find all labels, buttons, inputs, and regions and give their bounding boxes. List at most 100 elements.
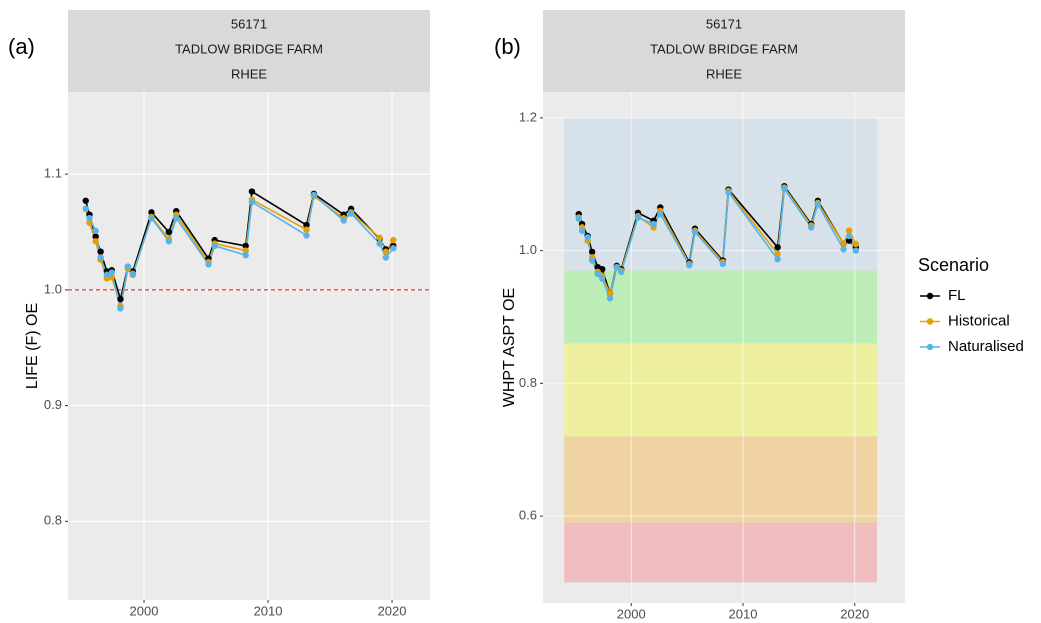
data-point [97,248,104,255]
x-tick-label: 2010 [729,606,758,621]
legend-label: FL [948,287,966,304]
data-point [584,234,591,241]
data-point [845,227,853,234]
legend-label: Historical [948,312,1010,329]
data-point [242,247,249,254]
data-point [92,238,99,245]
data-point [108,273,115,281]
data-point [575,215,582,222]
y-tick-label: 1.2 [519,109,537,124]
data-point [242,242,249,250]
band [564,436,878,523]
data-point [242,251,249,259]
x-tick-label: 2000 [617,606,646,621]
band [564,343,878,437]
data-point [108,269,115,276]
data-point [774,244,781,251]
legend-key-point [926,318,934,325]
data-point [92,227,99,235]
data-point [103,271,111,279]
data-point [599,275,606,282]
strip-text: RHEE [231,66,267,81]
data-point [248,188,256,195]
data-point [165,238,173,245]
data-point [588,248,596,256]
data-point [845,237,853,244]
data-point [814,200,822,208]
strip-background [68,10,430,92]
band [564,522,878,583]
data-point [82,197,89,204]
strip-text: 56171 [706,16,742,31]
data-point [774,250,781,258]
data-point [807,224,815,231]
data-point [124,263,132,270]
data-point [613,264,620,271]
y-tick-label: 0.9 [44,397,62,412]
legend-key-point [926,292,934,300]
data-point [840,246,847,253]
x-tick-label: 2020 [840,606,869,621]
data-point [774,256,781,263]
y-tick-label: 0.6 [519,508,537,523]
data-point [852,247,860,254]
legend-key-point [926,343,934,351]
y-axis-title: WHPT ASPT OE [501,288,518,407]
data-point [686,262,693,269]
data-point [691,228,699,236]
data-point [719,260,727,268]
data-point [165,228,173,236]
data-point [650,220,657,228]
data-point [852,240,860,248]
strip-text: RHEE [706,66,742,81]
data-point [117,305,124,312]
strip-text: TADLOW BRIDGE FARM [175,41,323,56]
data-point [92,233,99,240]
data-point [634,214,642,221]
data-point [97,254,104,261]
data-point [781,185,788,193]
data-point [382,248,390,255]
data-point [148,209,155,216]
data-point [606,295,614,302]
data-point [303,232,310,239]
data-point [382,254,390,261]
data-point [845,232,853,240]
data-point [618,268,625,276]
data-point [148,214,155,222]
x-tick-label: 2010 [254,603,283,618]
data-point [594,270,601,278]
y-tick-label: 1.0 [44,281,62,296]
data-point [303,226,310,233]
data-point [86,214,93,222]
y-tick-label: 0.8 [44,513,62,528]
data-point [129,270,137,277]
y-tick-label: 0.8 [519,375,537,390]
data-point [376,240,383,247]
band [564,270,878,344]
x-tick-label: 2020 [378,603,407,618]
data-point [303,221,310,229]
data-point [578,227,586,234]
data-point [86,219,93,226]
y-tick-label: 1.1 [44,166,62,181]
data-point [173,214,180,222]
data-point [840,240,847,248]
data-point [390,245,397,252]
data-point [82,205,89,213]
panel-label: (a) [8,34,35,59]
data-point [211,242,218,250]
data-point [340,217,347,224]
data-point [310,191,318,199]
data-point [347,210,355,217]
strip-background [543,10,905,92]
data-point [205,261,212,268]
y-tick-label: 1.0 [519,242,537,257]
data-point [588,257,596,264]
data-point [376,234,383,242]
legend-title: Scenario [918,255,989,275]
data-point [725,189,732,196]
x-tick-label: 2000 [130,603,159,618]
legend-label: Naturalised [948,338,1024,355]
